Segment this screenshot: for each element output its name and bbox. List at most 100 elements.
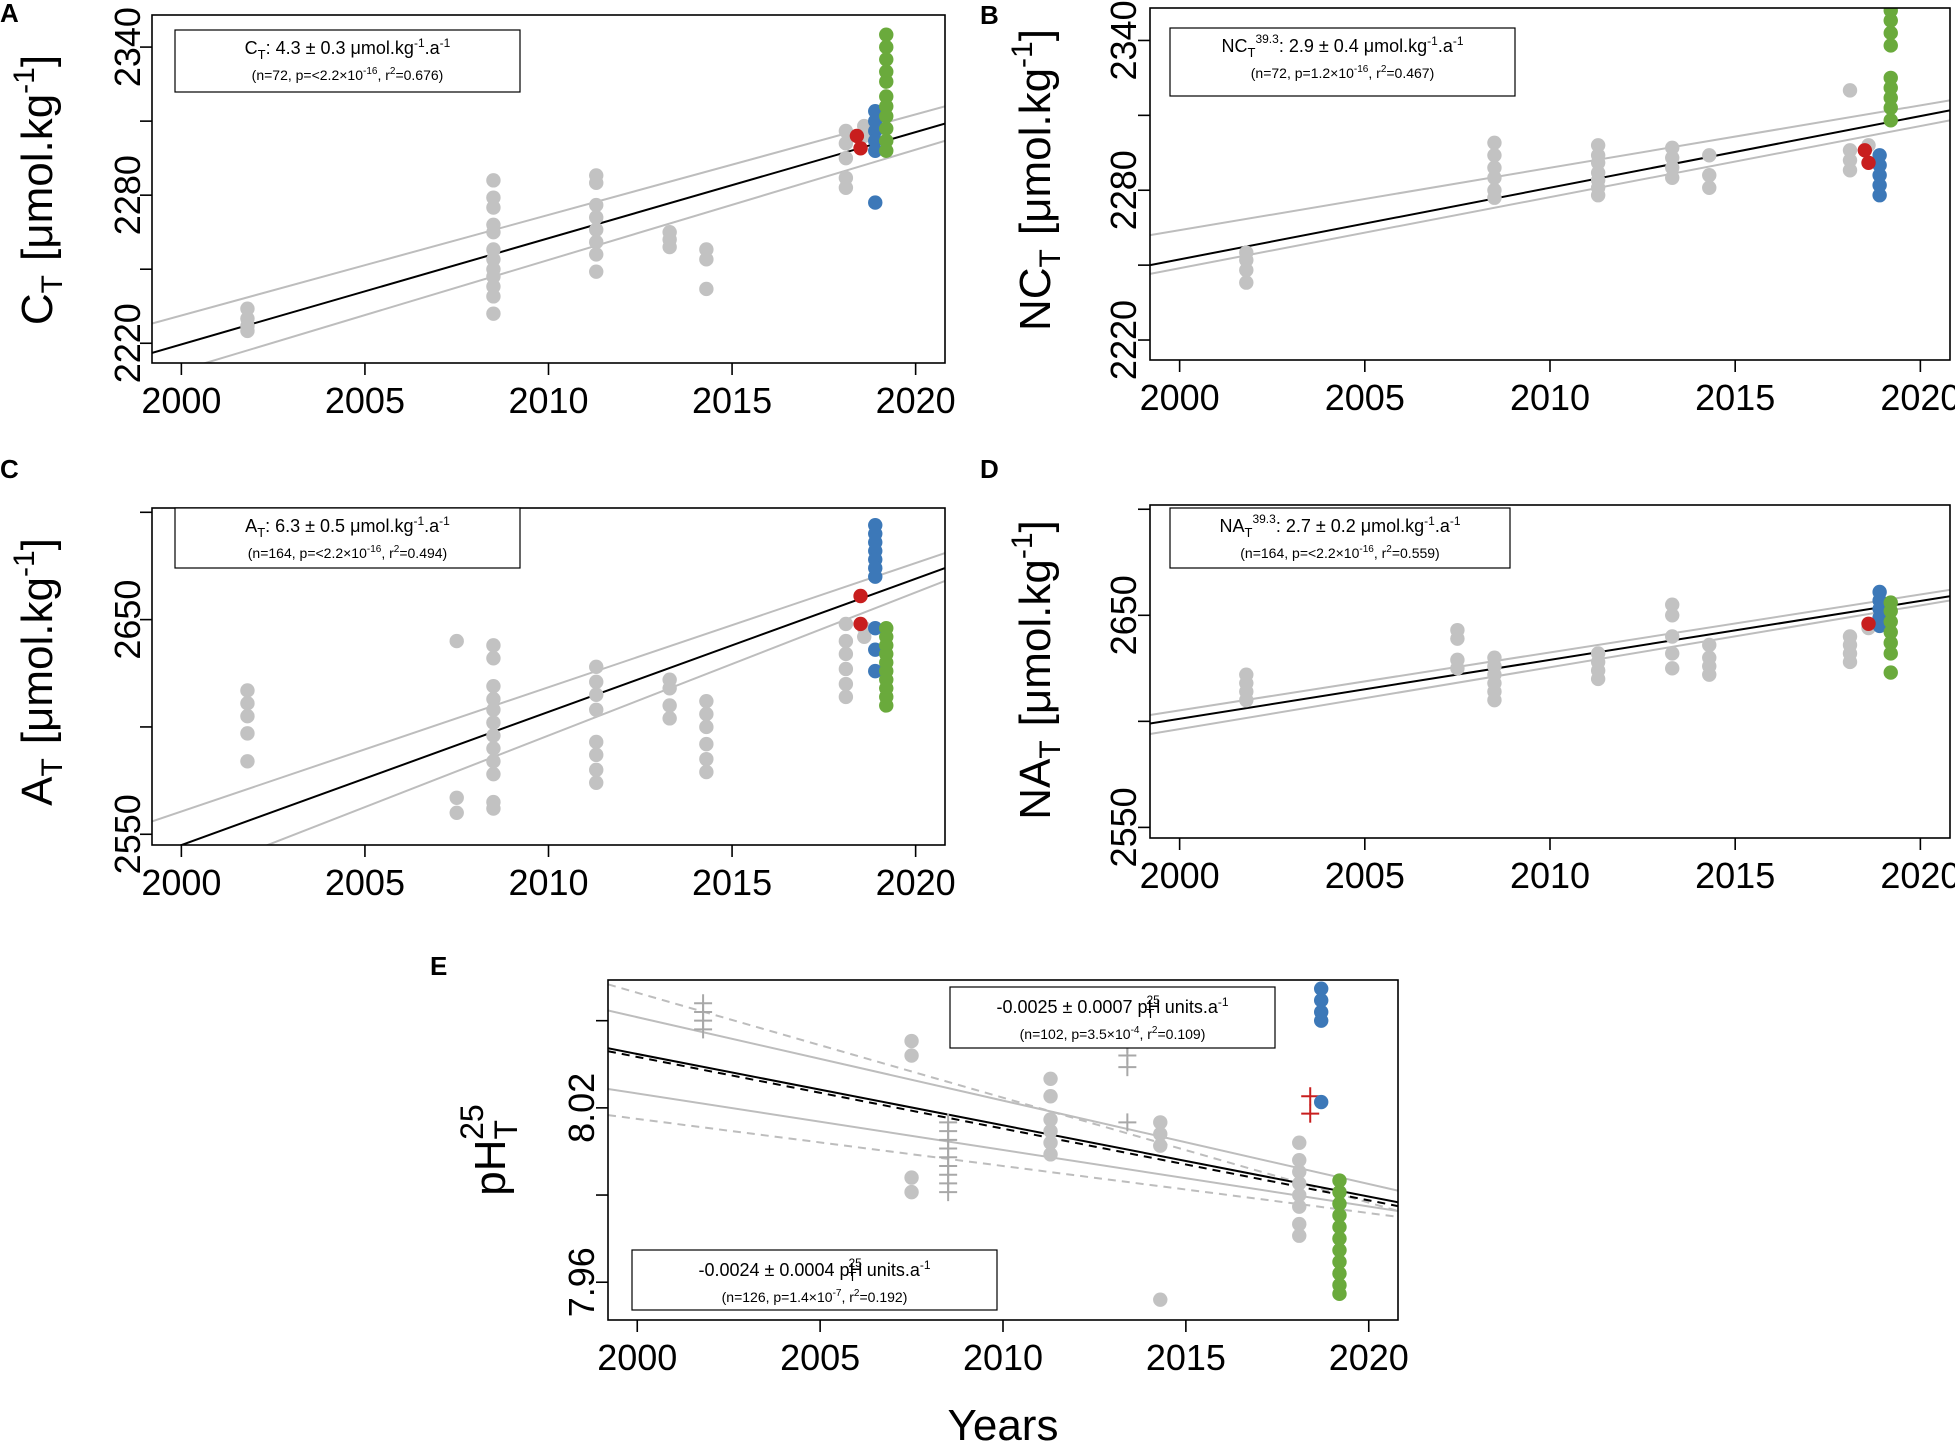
y-axis-label: AT [μmol.kg-1] — [8, 538, 69, 806]
grey-point — [838, 170, 854, 186]
legend-equation: -0.0025 ± 0.0007 pHT25 units.a-1 — [996, 993, 1228, 1021]
legend-value: : 4.3 ± 0.3 μmol.kg — [266, 38, 414, 58]
ylabel-sub: T — [36, 275, 69, 293]
grey-point — [1665, 160, 1680, 175]
grey-point — [1665, 597, 1680, 612]
grey-point — [699, 764, 714, 780]
legend-sub: T — [1248, 45, 1256, 60]
x-tick-label: 2015 — [692, 380, 772, 421]
legend-value: -0.0025 ± 0.0007 pH — [996, 997, 1160, 1017]
stats-exp: -16 — [1359, 544, 1374, 555]
legend-unit-tail: .a — [1438, 36, 1454, 56]
grey-point — [904, 1184, 919, 1200]
grey-point — [838, 646, 854, 662]
red-point — [853, 141, 868, 156]
x-tick-label: 2020 — [1329, 1337, 1409, 1378]
green-point — [1883, 38, 1898, 53]
green-point — [1883, 113, 1898, 128]
green-point — [1883, 70, 1898, 86]
x-tick-label: 2000 — [597, 1337, 677, 1378]
blue-point — [1872, 188, 1887, 203]
ylabel-main: C — [13, 293, 62, 325]
y-tick-label: 2220 — [1103, 300, 1144, 380]
y-tick-label: 2340 — [107, 7, 148, 87]
grey-point — [838, 150, 854, 166]
ylabel-main: NA — [1011, 758, 1060, 820]
green-point — [879, 121, 894, 136]
panel-letter: E — [430, 951, 447, 981]
grey-point — [699, 751, 714, 767]
grey-point — [1702, 168, 1717, 183]
x-tick-label: 2020 — [876, 862, 956, 903]
legend-box — [949, 986, 1276, 1049]
ci-solid-lower-line — [608, 1087, 1398, 1213]
panel-letter: C — [0, 454, 19, 484]
stats-r-sup: 2 — [1381, 64, 1387, 75]
legend-sub: T — [1146, 1006, 1154, 1021]
grey-point — [857, 629, 872, 644]
grey-point — [1153, 1115, 1168, 1130]
legend-prefix: A — [245, 516, 257, 536]
legend-prefix: NA — [1219, 516, 1244, 536]
grey-point — [1665, 608, 1680, 623]
stats-main: (n=126, p=1.4×10 — [722, 1289, 833, 1305]
legend-equation: -0.0024 ± 0.0004 pHT25 units.a-1 — [698, 1256, 930, 1284]
grey-point — [838, 180, 854, 195]
stats-exp: -16 — [1354, 64, 1369, 75]
grey-point — [1842, 654, 1858, 670]
stats-r-val: =0.494) — [399, 545, 447, 561]
legend-sup: 25 — [1146, 993, 1160, 1007]
blue-point — [1313, 981, 1329, 996]
legend-unit-tail: .a — [1435, 516, 1451, 536]
grey-point — [240, 709, 255, 724]
x-axis-title: Years — [948, 1401, 1059, 1450]
fit-solid-line — [608, 1047, 1398, 1204]
grey-point — [486, 252, 501, 267]
blue-point — [1313, 1013, 1329, 1028]
legend-equation: NCT39.3: 2.9 ± 0.4 μmol.kg-1.a-1 — [1222, 32, 1464, 60]
x-tick-label: 2010 — [1510, 377, 1590, 418]
grey-point — [486, 279, 501, 294]
grey-point — [662, 239, 677, 255]
grey-point — [486, 173, 501, 188]
green-point — [1883, 603, 1898, 619]
stats-exp: -16 — [367, 544, 382, 555]
grey-point — [1487, 692, 1502, 708]
green-point — [1332, 1184, 1347, 1200]
grey-point — [1043, 1123, 1058, 1139]
blue-point — [1313, 993, 1329, 1008]
x-tick-label: 2015 — [1146, 1337, 1226, 1378]
grey-point — [486, 289, 501, 304]
grey-point — [486, 754, 501, 769]
green-point — [1332, 1266, 1347, 1281]
green-point — [1883, 100, 1898, 116]
grey-point — [1043, 1071, 1058, 1087]
grey-point — [1665, 170, 1680, 185]
y-tick-label: 2550 — [107, 794, 148, 874]
stats-tail: , r — [1374, 545, 1387, 561]
grey-point — [589, 747, 604, 763]
grey-point — [589, 210, 604, 225]
grey-point — [699, 281, 714, 297]
grey-point — [1292, 1152, 1307, 1168]
grey-point — [486, 728, 501, 743]
grey-point — [1043, 1112, 1058, 1127]
legend-stats: (n=164, p=<2.2×10-16, r2=0.559) — [1240, 544, 1439, 561]
ylabel-close: ] — [13, 538, 62, 550]
ylabel-exp: -1 — [1006, 41, 1039, 68]
grey-point — [838, 633, 854, 649]
grey-point — [240, 683, 255, 698]
green-point — [879, 64, 894, 79]
x-tick-label: 2000 — [141, 862, 221, 903]
stats-r-val: =0.467) — [1386, 65, 1434, 81]
legend-box — [1169, 27, 1516, 97]
legend-box — [631, 1249, 998, 1311]
y-axis-label: CT [μmol.kg-1] — [8, 55, 69, 325]
grey-point — [699, 693, 714, 709]
grey-point — [486, 224, 501, 240]
stats-main: (n=72, p=<2.2×10 — [252, 67, 364, 83]
grey-point — [486, 651, 501, 666]
grey-point — [486, 200, 501, 215]
legend-stats: (n=126, p=1.4×10-7, r2=0.192) — [722, 1288, 908, 1305]
